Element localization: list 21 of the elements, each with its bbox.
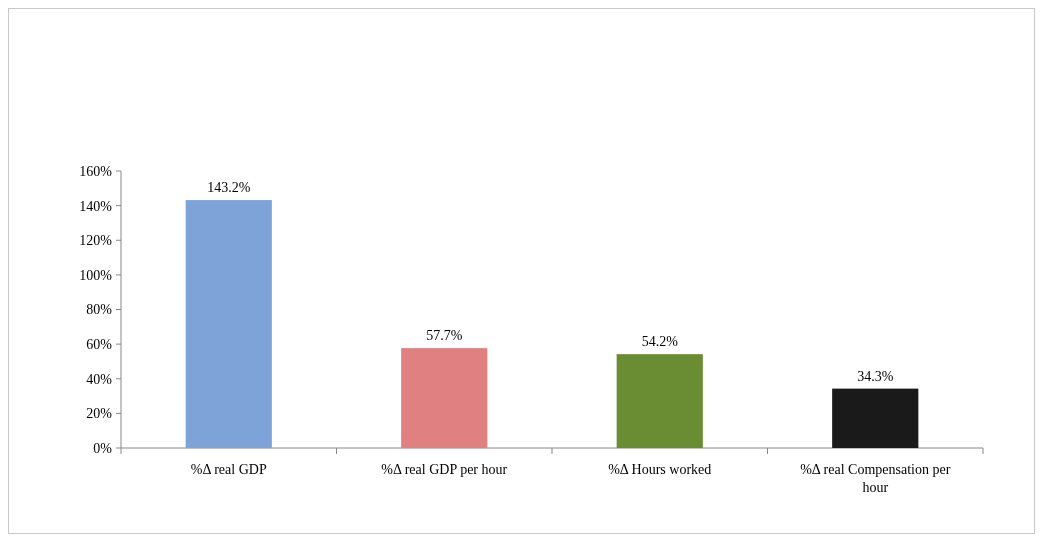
y-tick-label: 100% (79, 267, 113, 283)
y-tick-label: 80% (86, 302, 113, 318)
data-label: 143.2% (207, 180, 251, 196)
y-tick-label: 0% (93, 440, 113, 456)
y-tick-label: 120% (79, 233, 113, 249)
y-tick-label: 60% (86, 337, 113, 353)
bar (401, 348, 488, 448)
x-tick-label: %Δ real GDP (190, 462, 267, 477)
x-tick-label: %Δ real GDP per hour (381, 462, 508, 477)
y-tick-label: 20% (86, 406, 113, 422)
bar (616, 354, 703, 448)
data-label: 54.2% (641, 334, 679, 350)
bar (832, 388, 919, 448)
data-label: 57.7% (426, 328, 463, 344)
bar (185, 200, 272, 448)
x-tick-label: %Δ Hours worked (608, 462, 712, 477)
y-tick-label: 140% (79, 198, 113, 214)
y-tick-label: 160% (79, 163, 113, 179)
x-tick-label: %Δ real Compensation per hour (800, 462, 951, 495)
data-label: 34.3% (857, 368, 894, 384)
y-tick-label: 40% (86, 371, 113, 387)
